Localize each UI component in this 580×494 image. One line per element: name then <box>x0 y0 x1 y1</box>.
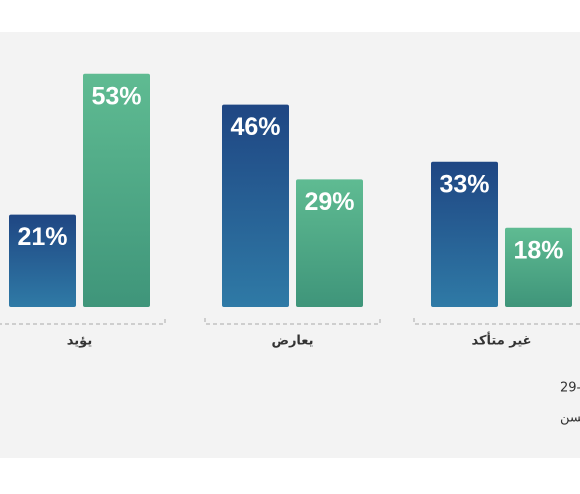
bar <box>296 179 363 307</box>
value-label: 46% <box>230 113 280 141</box>
category-bracket <box>0 318 166 325</box>
value-label: 29% <box>304 188 354 216</box>
bar <box>222 104 289 307</box>
category-bracket <box>413 318 580 325</box>
bar <box>505 227 572 307</box>
value-label: 18% <box>513 236 563 264</box>
legend-label: سباب بين 18-29 <box>560 381 580 396</box>
bar <box>83 73 150 307</box>
value-label: 53% <box>91 82 141 110</box>
category-bracket <box>204 318 381 325</box>
legend-label: بار السن <box>560 411 580 426</box>
value-label: 21% <box>17 223 67 251</box>
category-label: يعارض <box>271 334 313 349</box>
bar <box>9 214 76 307</box>
category-label: غير متأكد <box>471 332 531 349</box>
category-label: يؤيد <box>67 334 92 349</box>
value-label: 33% <box>439 170 489 198</box>
bar <box>431 161 498 307</box>
